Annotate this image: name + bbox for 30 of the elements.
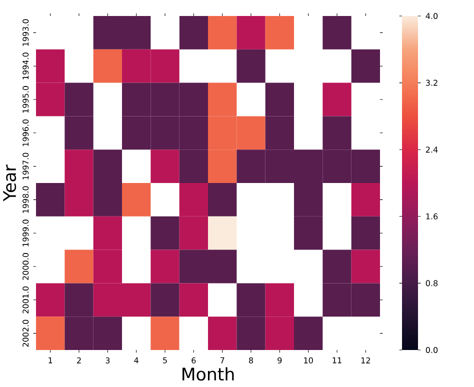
- y-tick-label: 1993.0: [22, 19, 29, 46]
- y-tick-label: 1995.0: [22, 86, 29, 113]
- x-tick-label: 7: [220, 357, 224, 364]
- x-tick-label: 4: [134, 357, 138, 364]
- color-bar-label: 1.6: [426, 213, 438, 220]
- y-tick-label: 2002.0: [22, 320, 29, 347]
- y-tick-label: 1994.0: [22, 52, 29, 80]
- x-tick-label: 3: [106, 357, 110, 364]
- x-tick-label: 8: [249, 357, 253, 364]
- x-axis-title: Month: [182, 367, 234, 381]
- x-tick-label: 11: [332, 357, 342, 364]
- y-tick-label: 1996.0: [22, 119, 29, 146]
- x-tick-label: 5: [163, 357, 167, 364]
- x-tick-label: 2: [77, 357, 81, 364]
- x-tick-label: 9: [278, 357, 282, 364]
- y-axis-title: Year: [3, 164, 16, 202]
- y-tick-label: 2000.0: [22, 253, 29, 280]
- x-tick-label: 1: [48, 357, 52, 364]
- y-tick-label: 1997.0: [22, 152, 29, 180]
- y-tick-label: 1999.0: [22, 220, 29, 246]
- color-bar-label: 4.0: [426, 12, 438, 20]
- x-tick-label: 10: [304, 357, 313, 364]
- x-tick-label: 6: [192, 357, 196, 364]
- color-bar-label: 3.2: [426, 80, 438, 86]
- y-tick-label: 1998.0: [22, 186, 29, 213]
- y-tick-label: 2001.0: [22, 286, 29, 314]
- x-tick-label: 12: [361, 357, 370, 364]
- color-bar-label: 0.8: [426, 280, 438, 286]
- color-bar-label: 2.4: [426, 146, 438, 153]
- color-bar-label: 0.0: [426, 346, 438, 354]
